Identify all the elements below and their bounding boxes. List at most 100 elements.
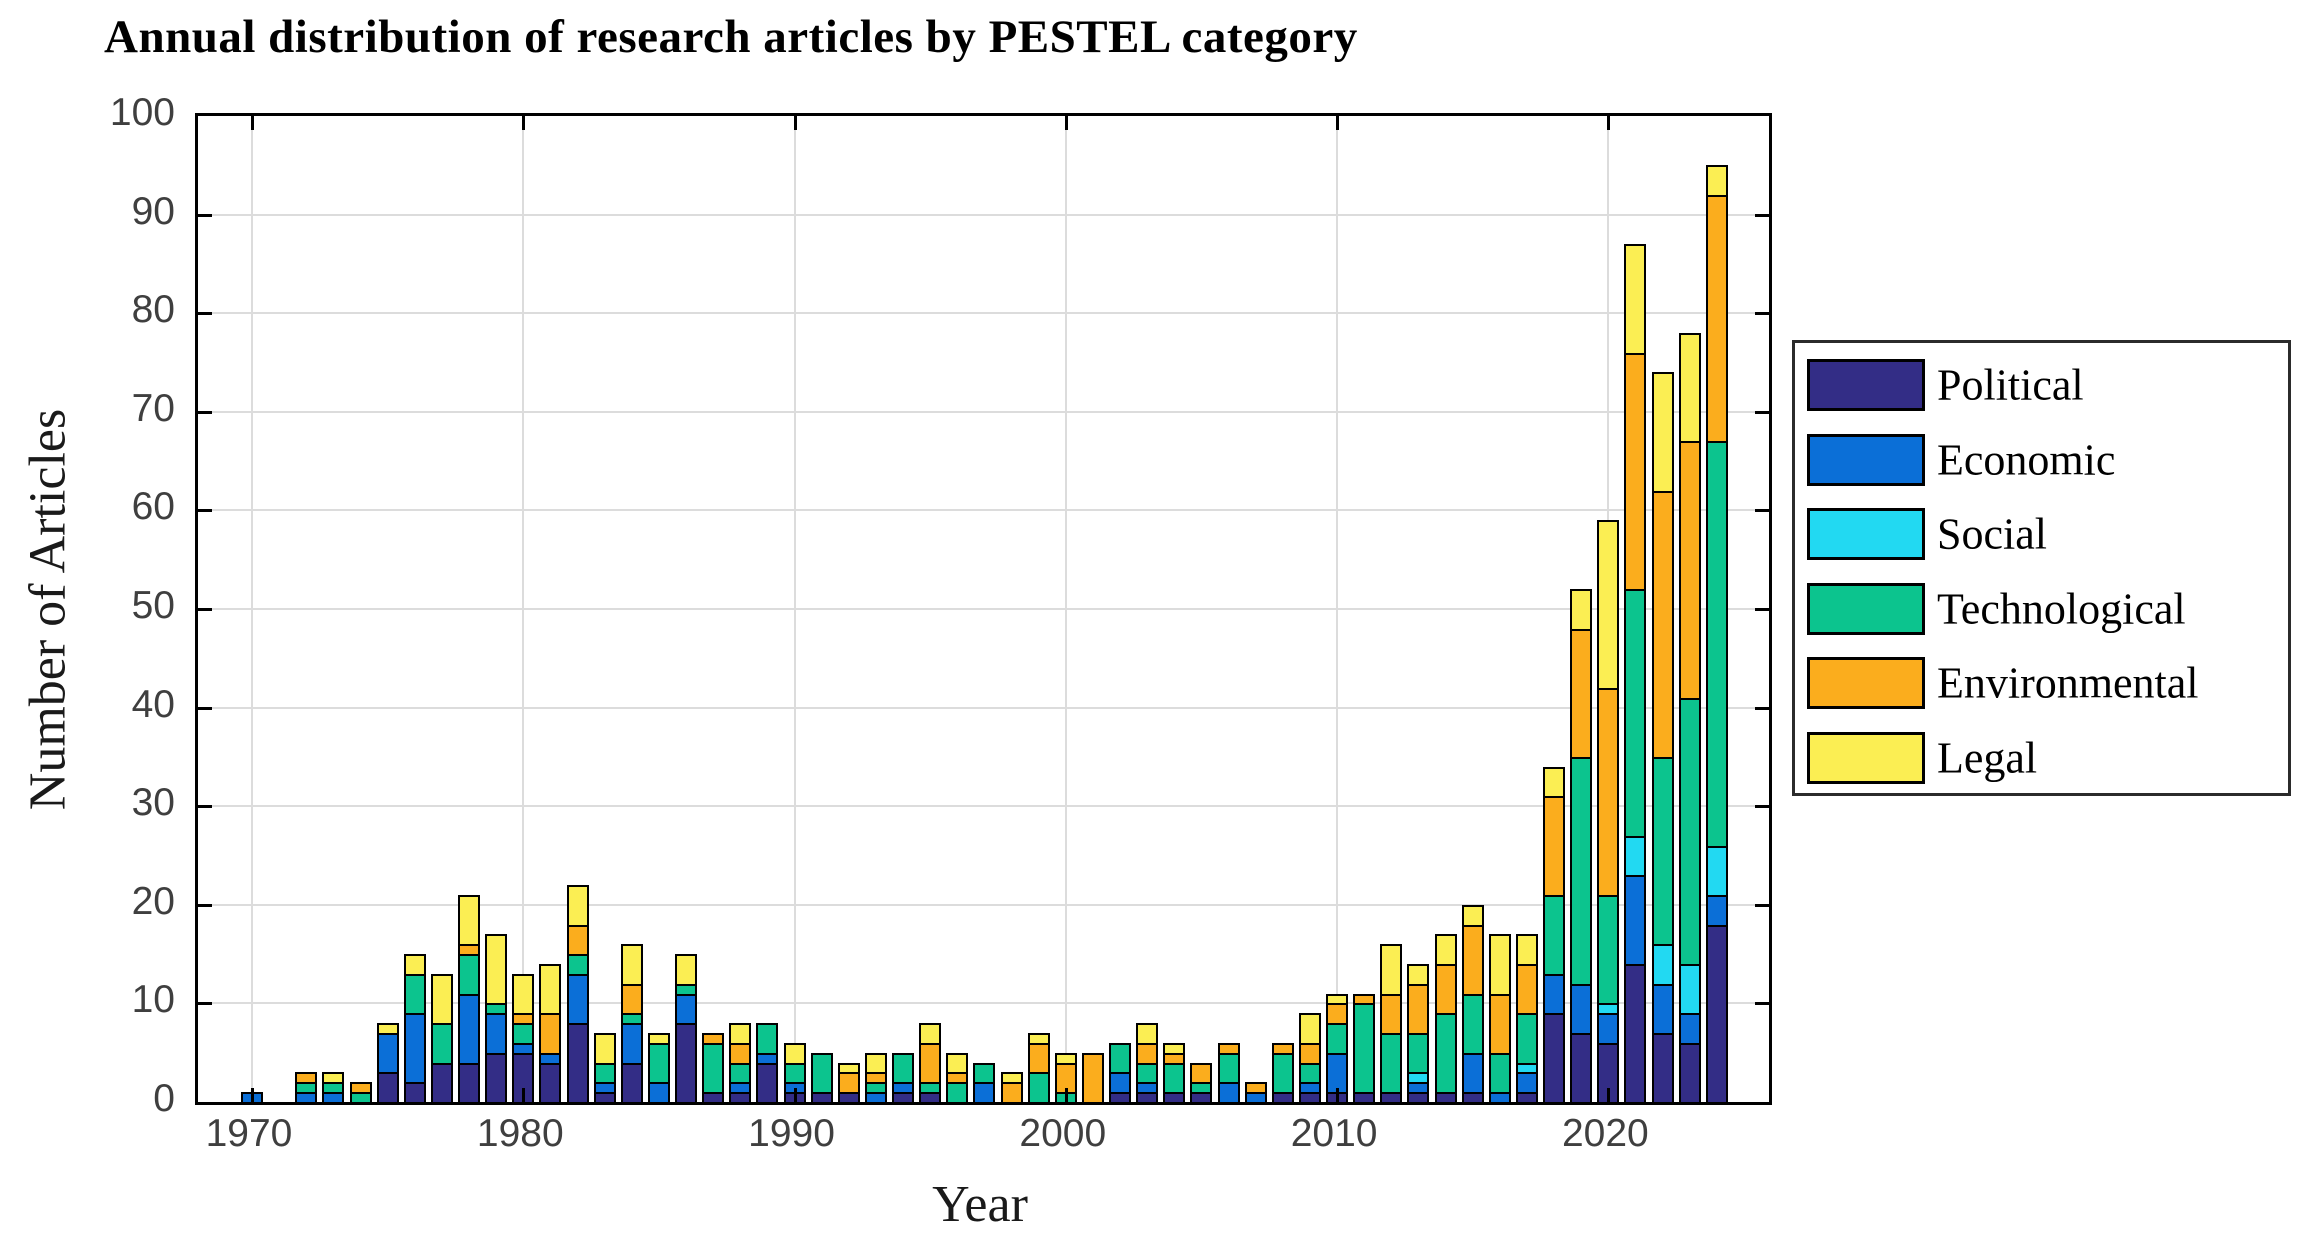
bar-segment-political-1975 <box>376 1072 399 1104</box>
x-tick-label-2000: 2000 <box>1019 1112 1107 1155</box>
legend-item-environmental: Environmental <box>1795 645 2288 721</box>
bar-segment-environmental-2005 <box>1190 1062 1213 1085</box>
bar-segment-economic-1975 <box>376 1032 399 1075</box>
bar-segment-legal-1977 <box>430 973 453 1026</box>
bar-segment-environmental-2011 <box>1353 993 1376 1006</box>
bar-segment-legal-1982 <box>566 885 589 927</box>
legend-swatch-social <box>1807 508 1925 560</box>
legend-item-social: Social <box>1795 496 2288 572</box>
y-tick-right <box>1755 213 1769 217</box>
x-tick-bottom <box>793 1088 797 1102</box>
bar-segment-economic-1979 <box>485 1013 508 1055</box>
y-tick-left <box>198 608 212 611</box>
bar-segment-economic-2019 <box>1570 983 1593 1035</box>
bar-segment-economic-2020 <box>1597 1013 1620 1045</box>
bar-segment-environmental-1987 <box>702 1032 725 1045</box>
bar-segment-environmental-2019 <box>1570 628 1593 759</box>
legend-label-political: Political <box>1937 360 2084 410</box>
bar-segment-technological-1991 <box>810 1052 833 1095</box>
bar-segment-legal-1981 <box>539 963 562 1016</box>
y-tick-label-0: 0 <box>153 1077 175 1120</box>
bar-segment-technological-2015 <box>1461 993 1484 1055</box>
y-tick-label-100: 100 <box>109 91 175 134</box>
gridline-horizontal <box>198 706 1769 709</box>
bar-segment-economic-2002 <box>1109 1072 1132 1095</box>
bar-segment-technological-1977 <box>430 1023 453 1065</box>
x-tick-bottom <box>251 1088 254 1102</box>
bar-segment-technological-2010 <box>1326 1023 1349 1055</box>
plot-area <box>195 113 1772 1105</box>
legend-label-economic: Economic <box>1937 435 2116 484</box>
y-tick-label-90: 90 <box>131 189 175 233</box>
bar-segment-legal-1988 <box>729 1023 752 1045</box>
x-tick-top <box>522 116 526 130</box>
bar-segment-legal-2014 <box>1434 934 1457 966</box>
bar-segment-technological-1987 <box>702 1042 725 1095</box>
bar-segment-environmental-1981 <box>539 1013 562 1055</box>
bar-segment-legal-1986 <box>675 954 698 986</box>
bar-segment-social-2022 <box>1651 944 1674 986</box>
bar-segment-environmental-2008 <box>1271 1042 1294 1055</box>
bar-segment-legal-1985 <box>647 1032 670 1045</box>
bar-segment-legal-2013 <box>1407 963 1430 986</box>
x-tick-bottom <box>522 1088 526 1102</box>
x-tick-label-1970: 1970 <box>205 1112 293 1155</box>
bar-segment-economic-2024 <box>1705 894 1728 927</box>
y-tick-right <box>1755 410 1769 414</box>
gridline-horizontal <box>198 903 1769 906</box>
bar-segment-technological-1983 <box>593 1062 616 1085</box>
bar-segment-legal-1979 <box>485 934 508 1006</box>
bar-segment-environmental-2020 <box>1597 687 1620 897</box>
gridline-vertical <box>1336 116 1339 1102</box>
y-tick-left <box>198 1002 212 1006</box>
legend-swatch-technological <box>1807 582 1925 635</box>
y-tick-label-50: 50 <box>131 584 175 627</box>
bar-segment-legal-1995 <box>919 1023 942 1045</box>
legend-label-environmental: Environmental <box>1937 658 2199 708</box>
bar-segment-economic-1982 <box>566 973 589 1026</box>
bar-segment-political-1977 <box>430 1062 453 1104</box>
bar-segment-technological-1980 <box>512 1023 535 1045</box>
bar-segment-legal-2018 <box>1543 766 1566 799</box>
legend-swatch-environmental <box>1807 657 1925 709</box>
bar-segment-environmental-2021 <box>1624 352 1647 592</box>
bar-segment-environmental-1999 <box>1027 1042 1050 1075</box>
bar-segment-technological-1997 <box>973 1062 996 1085</box>
bar-segment-technological-1985 <box>647 1042 670 1085</box>
bar-segment-technological-1994 <box>892 1052 915 1085</box>
bar-segment-political-1976 <box>403 1082 426 1104</box>
x-tick-top <box>1607 116 1611 130</box>
bar-segment-technological-2022 <box>1651 756 1674 947</box>
bar-segment-economic-1978 <box>458 993 481 1065</box>
y-tick-right <box>1755 312 1769 316</box>
bar-segment-technological-2014 <box>1434 1013 1457 1095</box>
bar-segment-environmental-1988 <box>729 1042 752 1065</box>
bar-segment-legal-2010 <box>1326 993 1349 1006</box>
bar-segment-social-2023 <box>1678 963 1701 1016</box>
bar-segment-technological-2006 <box>1217 1052 1240 1085</box>
bar-segment-legal-1976 <box>403 954 426 976</box>
bar-segment-technological-2011 <box>1353 1003 1376 1095</box>
bar-segment-environmental-2014 <box>1434 963 1457 1016</box>
gridline-vertical <box>522 116 525 1102</box>
bar-segment-environmental-1998 <box>1000 1082 1023 1104</box>
bar-segment-legal-2000 <box>1054 1052 1077 1065</box>
bar-segment-legal-1978 <box>458 894 481 947</box>
bar-segment-political-2024 <box>1705 924 1728 1104</box>
bar-segment-technological-2023 <box>1678 697 1701 966</box>
y-tick-label-40: 40 <box>131 682 175 726</box>
bar-segment-technological-2017 <box>1515 1013 1538 1065</box>
bar-segment-legal-2003 <box>1136 1023 1159 1045</box>
legend-box: Political Economic Social Technological Envi… <box>1792 340 2291 796</box>
bar-segment-technological-2018 <box>1543 894 1566 976</box>
bar-segment-technological-1989 <box>756 1023 779 1055</box>
bar-segment-technological-2024 <box>1705 441 1728 848</box>
y-axis-label: Number of Articles <box>19 408 77 811</box>
bar-segment-technological-2012 <box>1380 1032 1403 1095</box>
bar-segment-social-2021 <box>1624 835 1647 878</box>
bar-segment-environmental-2012 <box>1380 993 1403 1035</box>
gridline-horizontal <box>198 805 1769 808</box>
legend-item-technological: Technological <box>1795 571 2288 647</box>
bar-segment-social-2024 <box>1705 845 1728 897</box>
